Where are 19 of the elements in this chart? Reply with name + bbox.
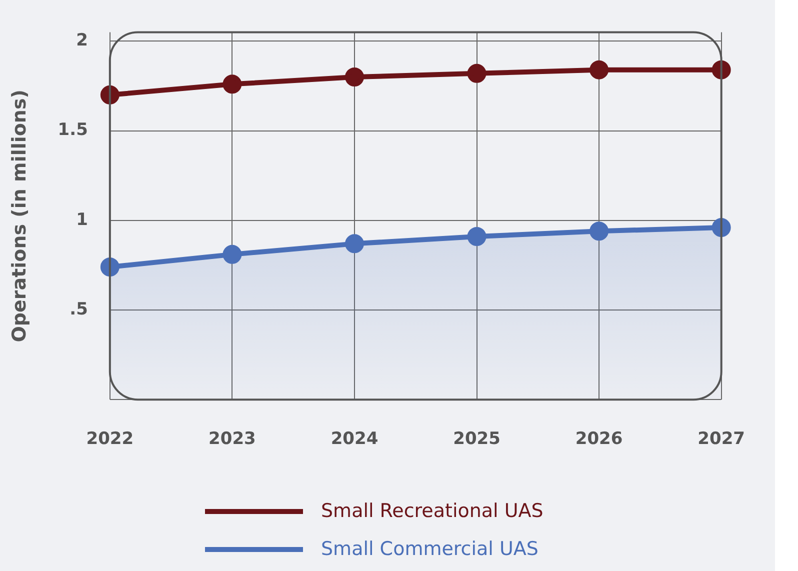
- point: [344, 68, 364, 87]
- x-tick-label: 2025: [453, 429, 500, 450]
- point: [100, 85, 120, 104]
- point: [467, 64, 486, 83]
- x-tick-label: 2026: [575, 429, 623, 450]
- point: [712, 60, 731, 80]
- x-tick-label: 2023: [208, 429, 256, 450]
- text: Small Recreational UAS: [321, 500, 544, 522]
- x-tick-label: 2024: [330, 429, 378, 450]
- y-tick-label: 2: [76, 30, 88, 51]
- point: [222, 74, 242, 94]
- y-tick-label: 1.5: [58, 120, 88, 140]
- point: [590, 60, 609, 80]
- y-tick-label: 1: [76, 210, 88, 230]
- y-tick-label: .5: [70, 299, 88, 320]
- x-tick-label: 2022: [86, 429, 134, 450]
- text: Small Commercial UAS: [321, 538, 538, 560]
- y-axis-title: Operations (in millions): [8, 90, 30, 342]
- x-tick-label: 2027: [698, 429, 746, 450]
